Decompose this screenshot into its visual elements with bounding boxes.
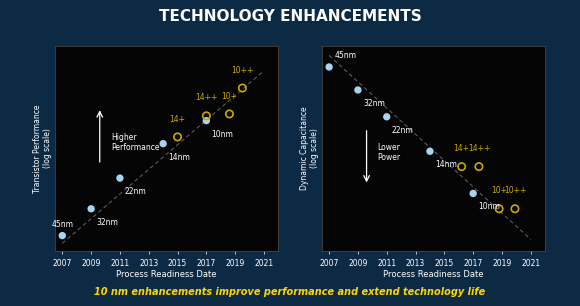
Text: TECHNOLOGY ENHANCEMENTS: TECHNOLOGY ENHANCEMENTS <box>158 9 422 24</box>
Point <box>238 86 247 91</box>
Text: 10 nm enhancements improve performance and extend technology life: 10 nm enhancements improve performance a… <box>95 287 485 297</box>
Point <box>382 114 392 119</box>
Point <box>158 141 168 146</box>
Text: 10nm: 10nm <box>211 129 233 139</box>
Text: 14+: 14+ <box>169 114 186 124</box>
Text: 32nm: 32nm <box>96 218 118 227</box>
Point <box>425 149 434 154</box>
Text: 14nm: 14nm <box>435 160 457 169</box>
Text: 14++: 14++ <box>467 144 490 153</box>
Point <box>225 111 234 116</box>
Text: 45nm: 45nm <box>334 51 356 60</box>
Point <box>353 88 362 92</box>
Text: 22nm: 22nm <box>125 187 147 196</box>
Text: 14nm: 14nm <box>168 152 190 162</box>
Text: 32nm: 32nm <box>363 99 385 108</box>
Text: 10+: 10+ <box>491 186 507 195</box>
Text: 10++: 10++ <box>231 66 253 75</box>
Text: 10++: 10++ <box>504 186 526 195</box>
Text: 14++: 14++ <box>195 93 218 103</box>
Point <box>469 191 478 196</box>
Y-axis label: Transistor Performance
(log scale): Transistor Performance (log scale) <box>33 104 52 193</box>
Point <box>495 206 504 211</box>
X-axis label: Process Readiness Date: Process Readiness Date <box>117 270 217 279</box>
Point <box>457 164 466 169</box>
Point <box>173 134 182 139</box>
Point <box>57 233 67 238</box>
Text: 45nm: 45nm <box>51 220 73 229</box>
Text: 14+: 14+ <box>454 144 470 153</box>
Point <box>115 176 125 181</box>
Text: 22nm: 22nm <box>392 126 414 135</box>
Text: Higher
Performance: Higher Performance <box>111 132 160 152</box>
Point <box>510 206 520 211</box>
Point <box>324 65 334 69</box>
X-axis label: Process Readiness Date: Process Readiness Date <box>383 270 484 279</box>
Point <box>474 164 484 169</box>
Y-axis label: Dynamic Capacitance
(log scale): Dynamic Capacitance (log scale) <box>300 106 319 190</box>
Text: Lower
Power: Lower Power <box>378 143 401 162</box>
Text: 10+: 10+ <box>222 91 237 100</box>
Point <box>202 118 211 123</box>
Text: 10nm: 10nm <box>478 202 500 211</box>
Point <box>86 206 96 211</box>
Point <box>202 114 211 118</box>
